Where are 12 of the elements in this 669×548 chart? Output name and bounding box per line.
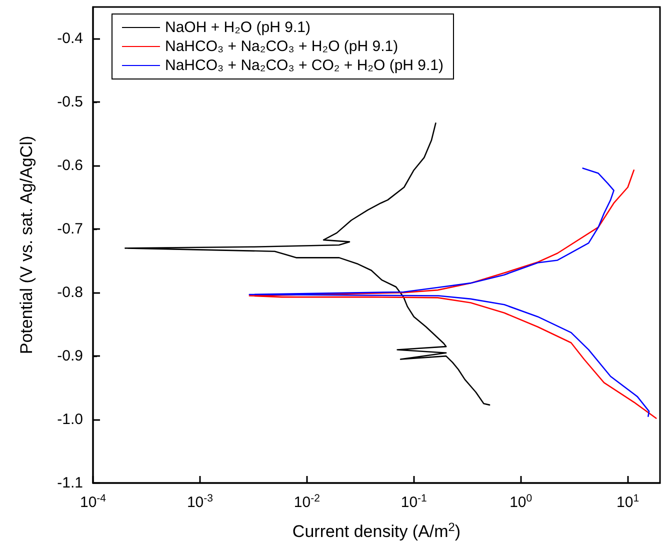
y-tick-label: -0.7: [57, 220, 83, 238]
y-tick-label: -1.1: [57, 474, 83, 492]
y-tick-label: -0.8: [57, 284, 83, 302]
y-tick-label: -0.9: [57, 348, 83, 365]
y-tick-label: -1.0: [57, 411, 83, 428]
legend-label: NaOH + H₂O (pH 9.1): [165, 19, 310, 36]
y-tick-label: -0.4: [57, 30, 83, 48]
y-tick-label: -0.6: [57, 157, 83, 174]
y-tick-label: -0.5: [57, 94, 83, 111]
legend-label: NaHCO₃ + Na₂CO₃ + CO₂ + H₂O (pH 9.1): [165, 57, 444, 74]
y-axis-title: Potential (V vs. sat. Ag/AgCl): [17, 136, 36, 354]
legend-label: NaHCO₃ + Na₂CO₃ + H₂O (pH 9.1): [165, 38, 398, 55]
